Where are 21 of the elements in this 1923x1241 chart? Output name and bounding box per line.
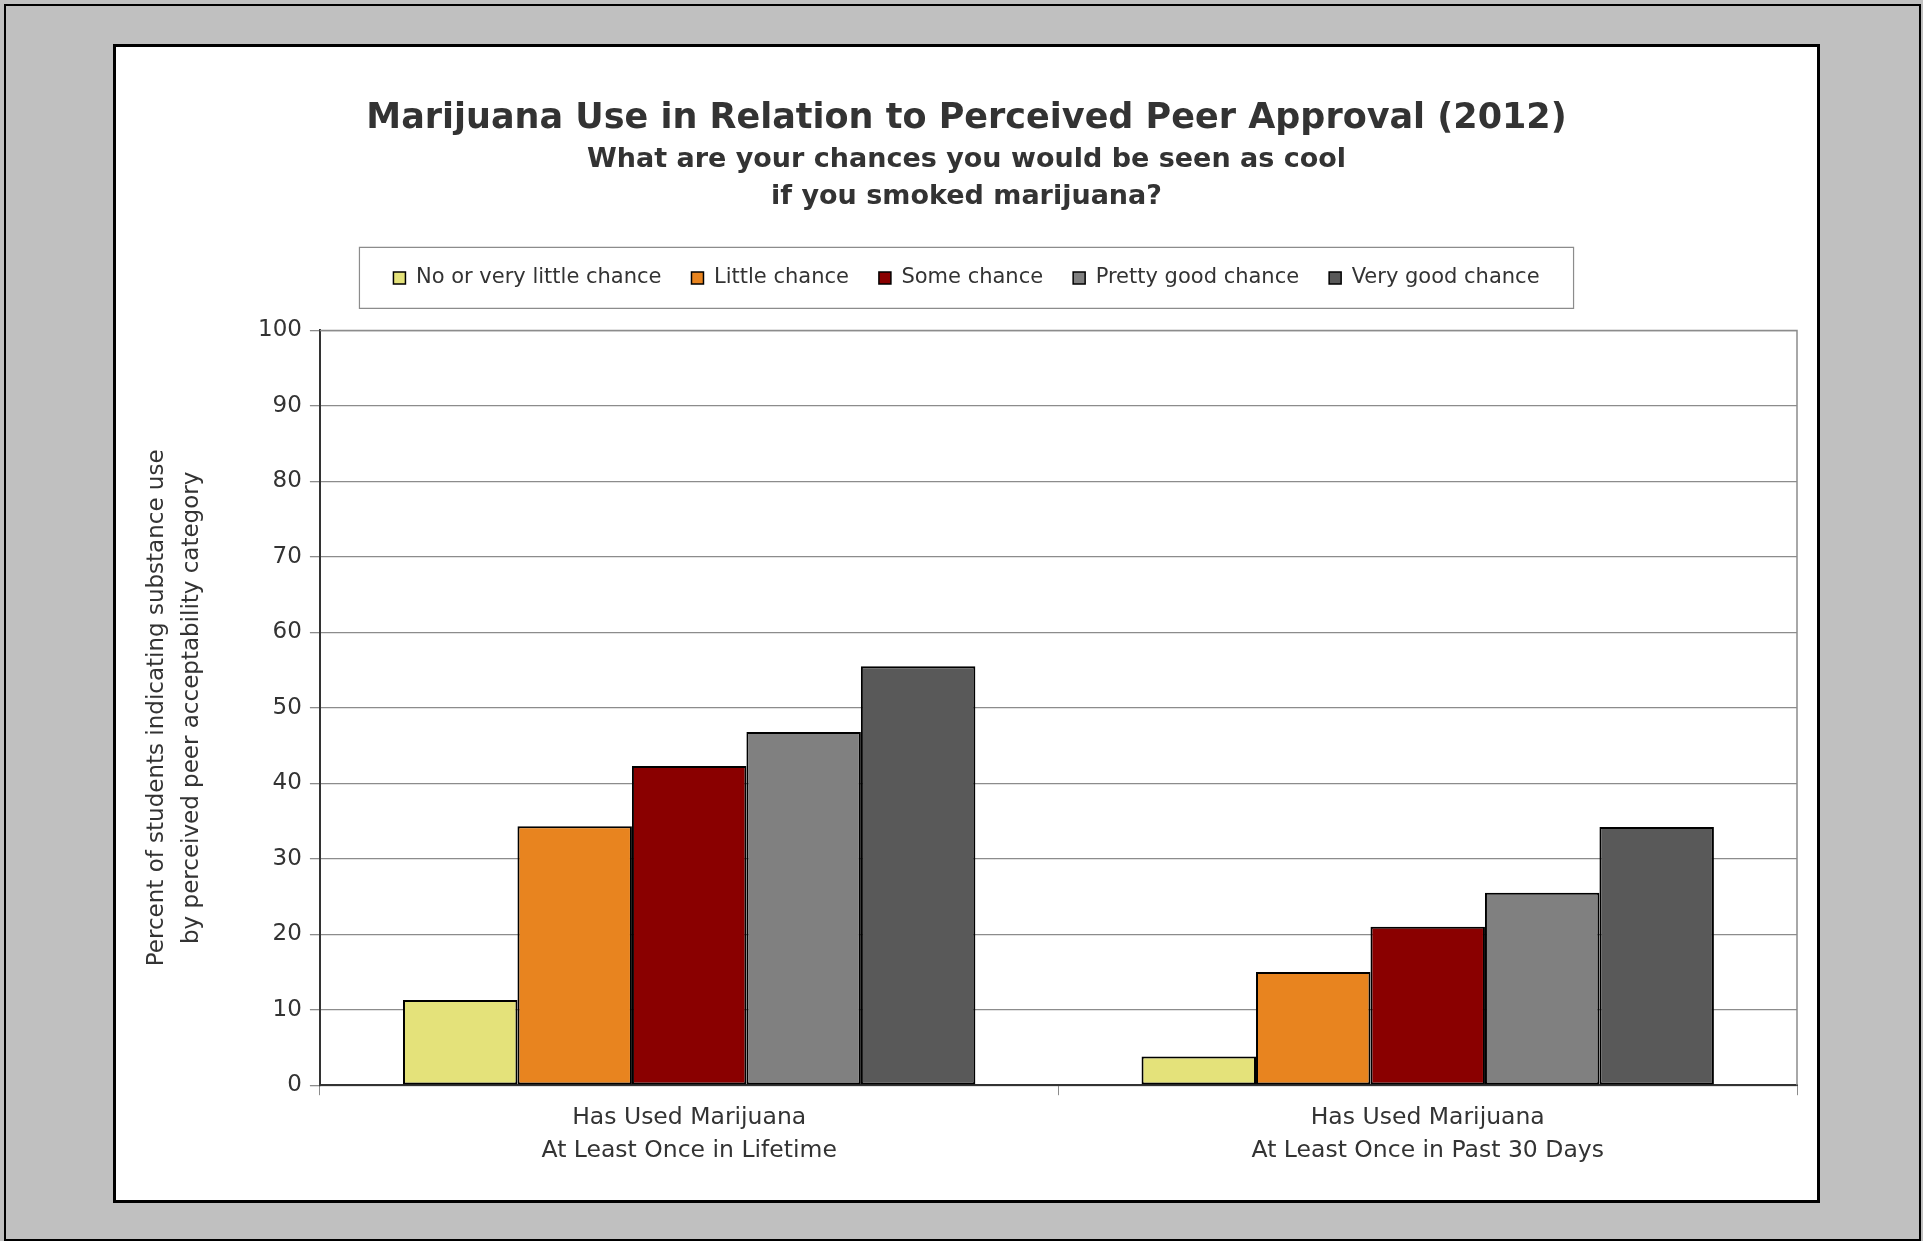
legend-label: Pretty good chance bbox=[1095, 264, 1300, 289]
y-tick-label: 90 bbox=[272, 390, 302, 417]
x-tick-label: Has Used Marijuana At Least Once in Lifetime bbox=[541, 1101, 837, 1163]
x-tick-label: Has Used Marijuana At Least Once in Past 30 Days bbox=[1251, 1101, 1604, 1163]
legend-label: No or very little chance bbox=[415, 264, 662, 289]
y-tick-label: 70 bbox=[272, 541, 302, 568]
y-tick-label: 80 bbox=[272, 466, 302, 493]
legend-label: Very good chance bbox=[1351, 264, 1540, 289]
chart-title: Marijuana Use in Relation to Perceived Peer Approval (2012) bbox=[366, 96, 1567, 137]
y-tick-label: 60 bbox=[272, 617, 302, 644]
y-tick-label: 10 bbox=[272, 994, 302, 1021]
legend-label: Little chance bbox=[713, 264, 849, 289]
legend-label: Some chance bbox=[901, 264, 1044, 289]
y-tick-label: 20 bbox=[272, 919, 302, 946]
y-axis-title: Percent of students indicating substance use by perceived peer acceptability category bbox=[142, 449, 203, 967]
y-tick-label: 50 bbox=[272, 692, 302, 719]
y-tick-label: 0 bbox=[287, 1070, 302, 1097]
y-tick-label: 30 bbox=[272, 843, 302, 870]
y-tick-label: 100 bbox=[257, 315, 302, 342]
y-tick-label: 40 bbox=[272, 768, 302, 795]
chart-subtitle: What are your chances you would be seen as cool if you smoked marijuana? bbox=[586, 142, 1347, 211]
